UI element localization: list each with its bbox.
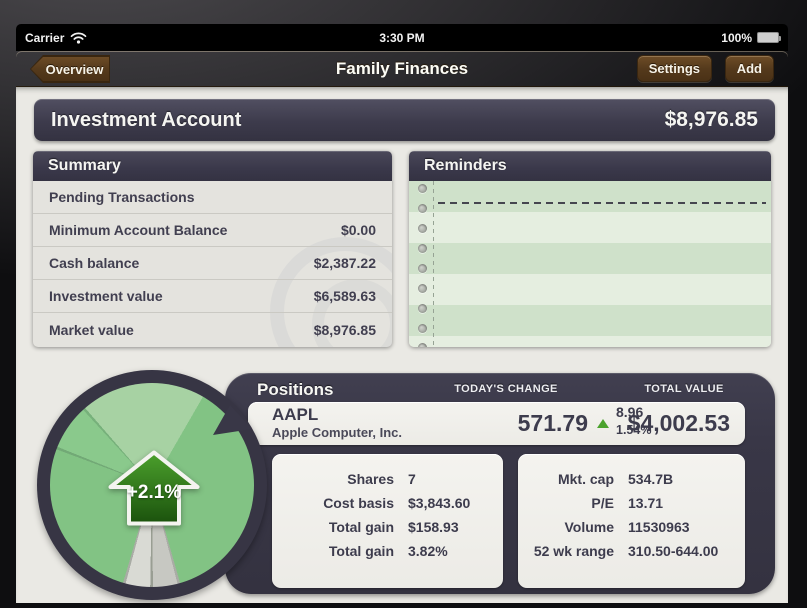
summary-row-value: $2,387.22 (313, 255, 376, 271)
gain-badge-label: +2.1% (126, 482, 182, 503)
navigation-bar: Family Finances Overview Settings Add (16, 51, 788, 87)
position-details-card: Shares 7 Cost basis $3,843.60 Total gain… (272, 454, 503, 588)
position-row-aapl[interactable]: AAPL Apple Computer, Inc. 571.79 8.96 1.… (248, 402, 745, 445)
detail-value: $3,843.60 (408, 495, 471, 511)
account-title: Investment Account (51, 108, 242, 131)
account-total-value: $8,976.85 (664, 108, 758, 131)
punch-hole (418, 244, 427, 253)
detail-label: Volume (564, 519, 614, 535)
gain-badge: +2.1% (108, 450, 200, 526)
positions-title: Positions (257, 380, 334, 399)
summary-row-label: Cash balance (49, 255, 140, 271)
detail-label: P/E (591, 495, 614, 511)
content-area: Investment Account $8,976.85 Summary Pen… (16, 87, 788, 603)
detail-label: Mkt. cap (557, 471, 614, 487)
summary-row-value: $8,976.85 (313, 321, 376, 338)
summary-panel-header: Summary (33, 151, 392, 181)
last-price: 571.79 (517, 410, 588, 436)
app-window: Carrier 3:30 PM 100% Family Finances Ove… (16, 24, 788, 603)
summary-row-value: $0.00 (340, 222, 376, 238)
detail-value: 310.50-644.00 (628, 543, 719, 559)
punch-hole (418, 204, 427, 213)
punch-hole (418, 184, 427, 193)
back-button[interactable]: Overview (30, 55, 110, 83)
summary-row-investment-value: Investment value $6,589.63 (33, 280, 392, 313)
ticker-symbol: AAPL (272, 405, 319, 424)
page-title: Family Finances (335, 59, 469, 78)
settings-button-label: Settings (648, 61, 700, 76)
battery-percent: 100% (721, 30, 752, 45)
back-button-label: Overview (45, 61, 104, 77)
summary-row-market-value: Market value $8,976.85 (33, 313, 392, 346)
detail-label: Total gain (328, 519, 394, 535)
detail-row-total-gain-pct: Total gain 3.82% (272, 539, 503, 563)
wifi-icon (71, 31, 87, 44)
detail-row-52wk-range: 52 wk range 310.50-644.00 (518, 539, 745, 563)
detail-label: 52 wk range (533, 543, 614, 559)
detail-label: Cost basis (323, 495, 394, 511)
reminders-notepad[interactable] (409, 181, 771, 347)
column-header-total-value: TOTAL VALUE (644, 383, 724, 395)
summary-row-pending: Pending Transactions (33, 181, 392, 214)
summary-row-label: Market value (49, 321, 134, 338)
add-button-label: Add (736, 61, 762, 76)
summary-row-min-balance: Minimum Account Balance $0.00 (33, 214, 392, 247)
reminders-title: Reminders (424, 157, 507, 174)
detail-value: 13.71 (628, 495, 664, 511)
punch-hole (418, 284, 427, 293)
margin-rule-line (433, 181, 434, 347)
account-header-bar: Investment Account $8,976.85 (34, 99, 775, 141)
punch-hole (418, 343, 427, 347)
summary-row-cash-balance: Cash balance $2,387.22 (33, 247, 392, 280)
summary-row-value: $6,589.63 (313, 288, 376, 304)
position-total-value: $4,002.53 (627, 410, 730, 436)
detail-row-mkt-cap: Mkt. cap 534.7B (518, 467, 745, 491)
battery-icon (757, 32, 781, 43)
detail-row-total-gain: Total gain $158.93 (272, 515, 503, 539)
summary-title: Summary (48, 157, 121, 174)
reminders-panel: Reminders (409, 151, 771, 347)
carrier-label: Carrier (25, 30, 65, 45)
clock: 3:30 PM (379, 30, 425, 45)
app-logo-watermark (270, 237, 392, 347)
company-name: Apple Computer, Inc. (272, 425, 403, 440)
punch-hole (418, 224, 427, 233)
detail-value: $158.93 (408, 519, 459, 535)
detail-label: Total gain (328, 543, 394, 559)
house-arrow-icon (108, 450, 200, 526)
detail-value: 11530963 (628, 519, 690, 535)
column-header-todays-change: TODAY'S CHANGE (454, 383, 558, 395)
detail-value: 7 (408, 471, 416, 487)
change-amount: 8.96 (616, 404, 644, 420)
punch-hole (418, 264, 427, 273)
detail-row-cost-basis: Cost basis $3,843.60 (272, 491, 503, 515)
reminders-panel-header: Reminders (409, 151, 771, 181)
positions-panel: Positions TODAY'S CHANGE TOTAL VALUE AAP… (225, 373, 775, 594)
add-button[interactable]: Add (724, 55, 774, 82)
detail-value: 534.7B (628, 471, 674, 487)
settings-button[interactable]: Settings (636, 55, 712, 82)
summary-row-label: Investment value (49, 288, 163, 304)
detail-row-volume: Volume 11530963 (518, 515, 745, 539)
status-bar: Carrier 3:30 PM 100% (16, 24, 788, 51)
detail-row-shares: Shares 7 (272, 467, 503, 491)
punch-hole (418, 324, 427, 333)
summary-panel: Summary Pending Transactions Minimum Acc… (33, 151, 392, 347)
summary-row-label: Pending Transactions (49, 189, 195, 205)
change-percent: 1.54% (616, 423, 652, 437)
detail-label: Shares (347, 471, 394, 487)
up-triangle-icon (597, 419, 609, 428)
detail-value: 3.82% (408, 543, 448, 559)
detail-row-pe: P/E 13.71 (518, 491, 745, 515)
market-details-card: Mkt. cap 534.7B P/E 13.71 Volume 1153096… (518, 454, 745, 588)
summary-row-label: Minimum Account Balance (49, 222, 228, 238)
reminder-entry-line (438, 202, 766, 204)
punch-hole (418, 304, 427, 313)
